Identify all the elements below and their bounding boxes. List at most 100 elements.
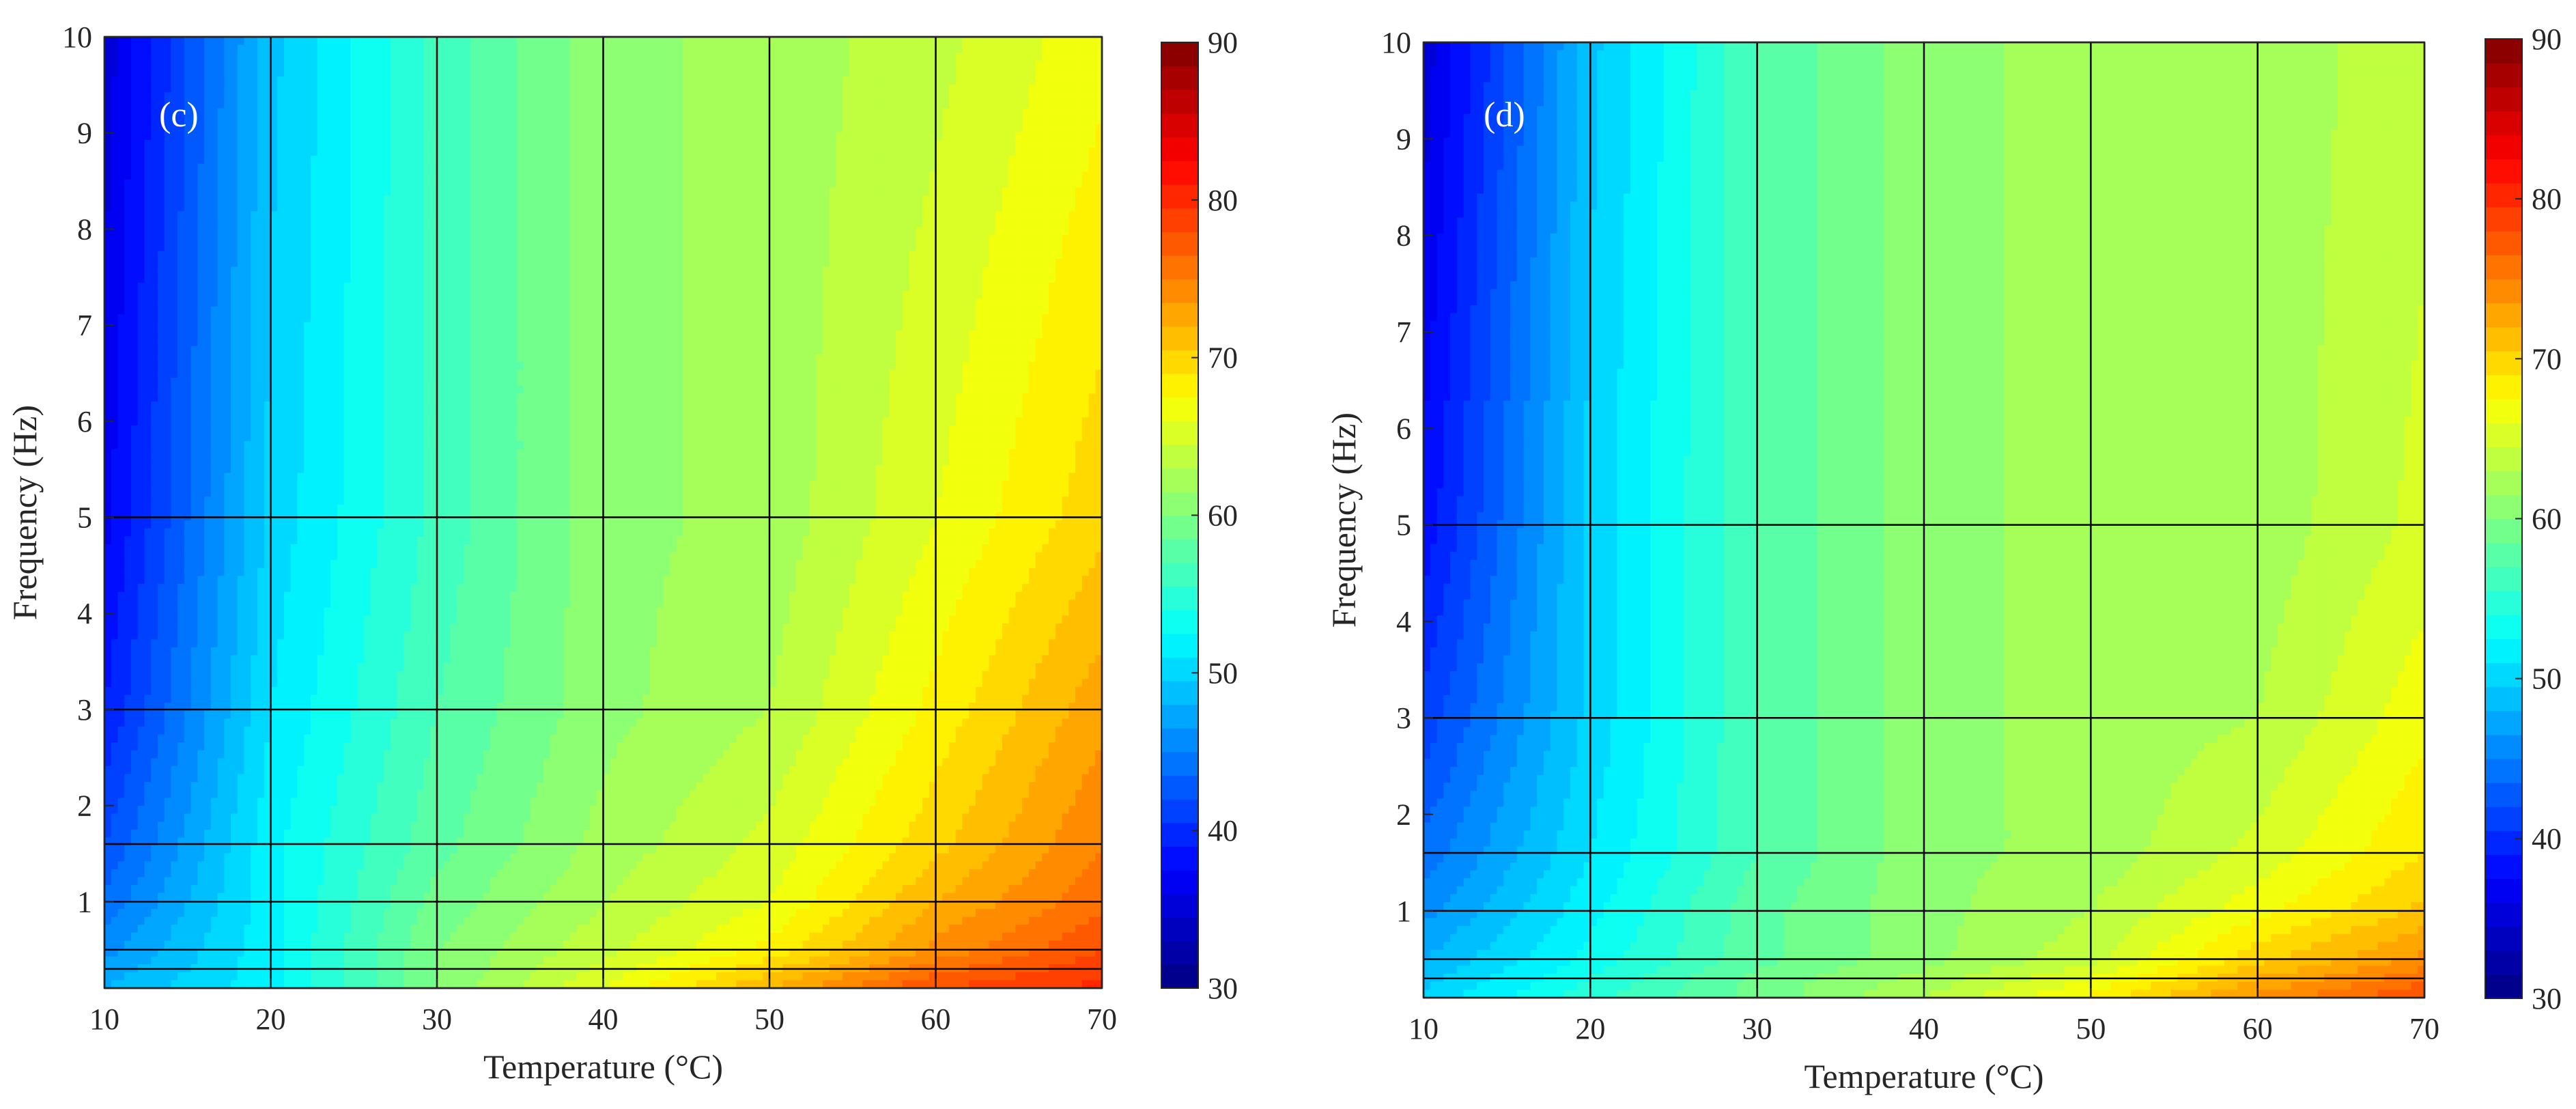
contour-cell bbox=[656, 211, 664, 220]
contour-cell bbox=[722, 148, 731, 156]
contour-cell bbox=[290, 242, 298, 252]
contour-cell bbox=[629, 179, 637, 188]
contour-cell bbox=[916, 44, 923, 54]
contour-cell bbox=[902, 53, 910, 61]
contour-cell bbox=[822, 251, 830, 259]
contour-cell bbox=[690, 235, 697, 244]
contour-cell bbox=[124, 203, 132, 212]
contour-cell bbox=[157, 275, 165, 283]
contour-cell bbox=[117, 203, 126, 212]
contour-cell bbox=[510, 84, 518, 94]
contour-cell bbox=[490, 76, 498, 85]
contour-cell bbox=[404, 53, 411, 61]
contour-cell bbox=[270, 116, 279, 125]
contour-cell bbox=[111, 290, 119, 299]
contour-cell bbox=[530, 44, 537, 54]
contour-cell bbox=[237, 68, 245, 77]
contour-cell bbox=[1049, 148, 1056, 156]
contour-cell bbox=[430, 219, 438, 228]
contour-cell bbox=[1081, 116, 1090, 125]
contour-cell bbox=[716, 275, 724, 283]
contour-cell bbox=[304, 282, 311, 292]
contour-cell bbox=[703, 163, 711, 173]
contour-cell bbox=[104, 53, 112, 61]
contour-cell bbox=[357, 139, 365, 149]
contour-cell bbox=[310, 108, 318, 117]
contour-cell bbox=[423, 92, 431, 101]
contour-cell bbox=[1042, 266, 1049, 276]
contour-cell bbox=[902, 139, 910, 149]
contour-cell bbox=[690, 290, 697, 299]
contour-cell bbox=[350, 251, 358, 259]
contour-cell bbox=[563, 171, 571, 180]
contour-cell bbox=[330, 53, 338, 61]
contour-cell bbox=[357, 171, 365, 180]
contour-cell bbox=[337, 60, 345, 70]
contour-cell bbox=[171, 290, 178, 299]
contour-cell bbox=[490, 290, 498, 299]
contour-cell bbox=[130, 53, 139, 61]
contour-cell bbox=[669, 132, 677, 141]
contour-cell bbox=[849, 211, 857, 220]
contour-cell bbox=[184, 219, 192, 228]
contour-cell bbox=[829, 68, 837, 77]
contour-cell bbox=[882, 68, 890, 77]
contour-cell bbox=[130, 242, 139, 252]
contour-cell bbox=[862, 100, 870, 109]
contour-cell bbox=[137, 139, 145, 149]
contour-cell bbox=[503, 251, 511, 259]
contour-cell bbox=[629, 266, 637, 276]
contour-cell bbox=[616, 290, 624, 299]
contour-cell bbox=[782, 116, 791, 125]
contour-cell bbox=[896, 108, 903, 117]
contour-cell bbox=[683, 251, 690, 259]
contour-cell bbox=[537, 171, 544, 180]
contour-cell bbox=[1049, 235, 1056, 244]
contour-cell bbox=[330, 203, 338, 212]
contour-cell bbox=[397, 179, 405, 188]
contour-cell bbox=[989, 179, 996, 188]
contour-cell bbox=[416, 211, 425, 220]
contour-cell bbox=[962, 282, 969, 292]
contour-cell bbox=[722, 282, 731, 292]
contour-cell bbox=[1002, 251, 1010, 259]
contour-cell bbox=[1035, 219, 1043, 228]
contour-cell bbox=[1028, 195, 1036, 204]
contour-cell bbox=[490, 60, 498, 70]
contour-cell bbox=[423, 53, 431, 61]
contour-cell bbox=[590, 108, 597, 117]
contour-cell bbox=[317, 187, 325, 196]
contour-cell bbox=[496, 139, 505, 149]
contour-cell bbox=[210, 100, 218, 109]
contour-cell bbox=[384, 108, 391, 117]
contour-cell bbox=[477, 156, 484, 165]
contour-cell bbox=[1062, 139, 1070, 149]
contour-cell bbox=[190, 84, 199, 94]
contour-cell bbox=[623, 156, 631, 165]
contour-cell bbox=[190, 227, 199, 236]
contour-cell bbox=[1002, 203, 1010, 212]
contour-cell bbox=[104, 44, 112, 54]
contour-cell bbox=[217, 53, 225, 61]
contour-cell bbox=[390, 116, 398, 125]
contour-cell bbox=[124, 171, 132, 180]
contour-cell bbox=[350, 171, 358, 180]
contour-cell bbox=[370, 275, 378, 283]
contour-cell bbox=[190, 211, 199, 220]
contour-cell bbox=[916, 76, 923, 85]
contour-cell bbox=[178, 266, 185, 276]
contour-cell bbox=[942, 163, 950, 173]
contour-cell bbox=[297, 203, 305, 212]
contour-cell bbox=[616, 219, 624, 228]
contour-cell bbox=[909, 290, 917, 299]
contour-cell bbox=[277, 282, 285, 292]
contour-cell bbox=[264, 60, 272, 70]
contour-cell bbox=[896, 251, 903, 259]
contour-cell bbox=[537, 156, 544, 165]
contour-cell bbox=[829, 242, 837, 252]
contour-cell bbox=[576, 235, 584, 244]
contour-cell bbox=[151, 124, 158, 133]
contour-cell bbox=[510, 60, 518, 70]
contour-cell bbox=[795, 227, 804, 236]
contour-cell bbox=[324, 203, 331, 212]
